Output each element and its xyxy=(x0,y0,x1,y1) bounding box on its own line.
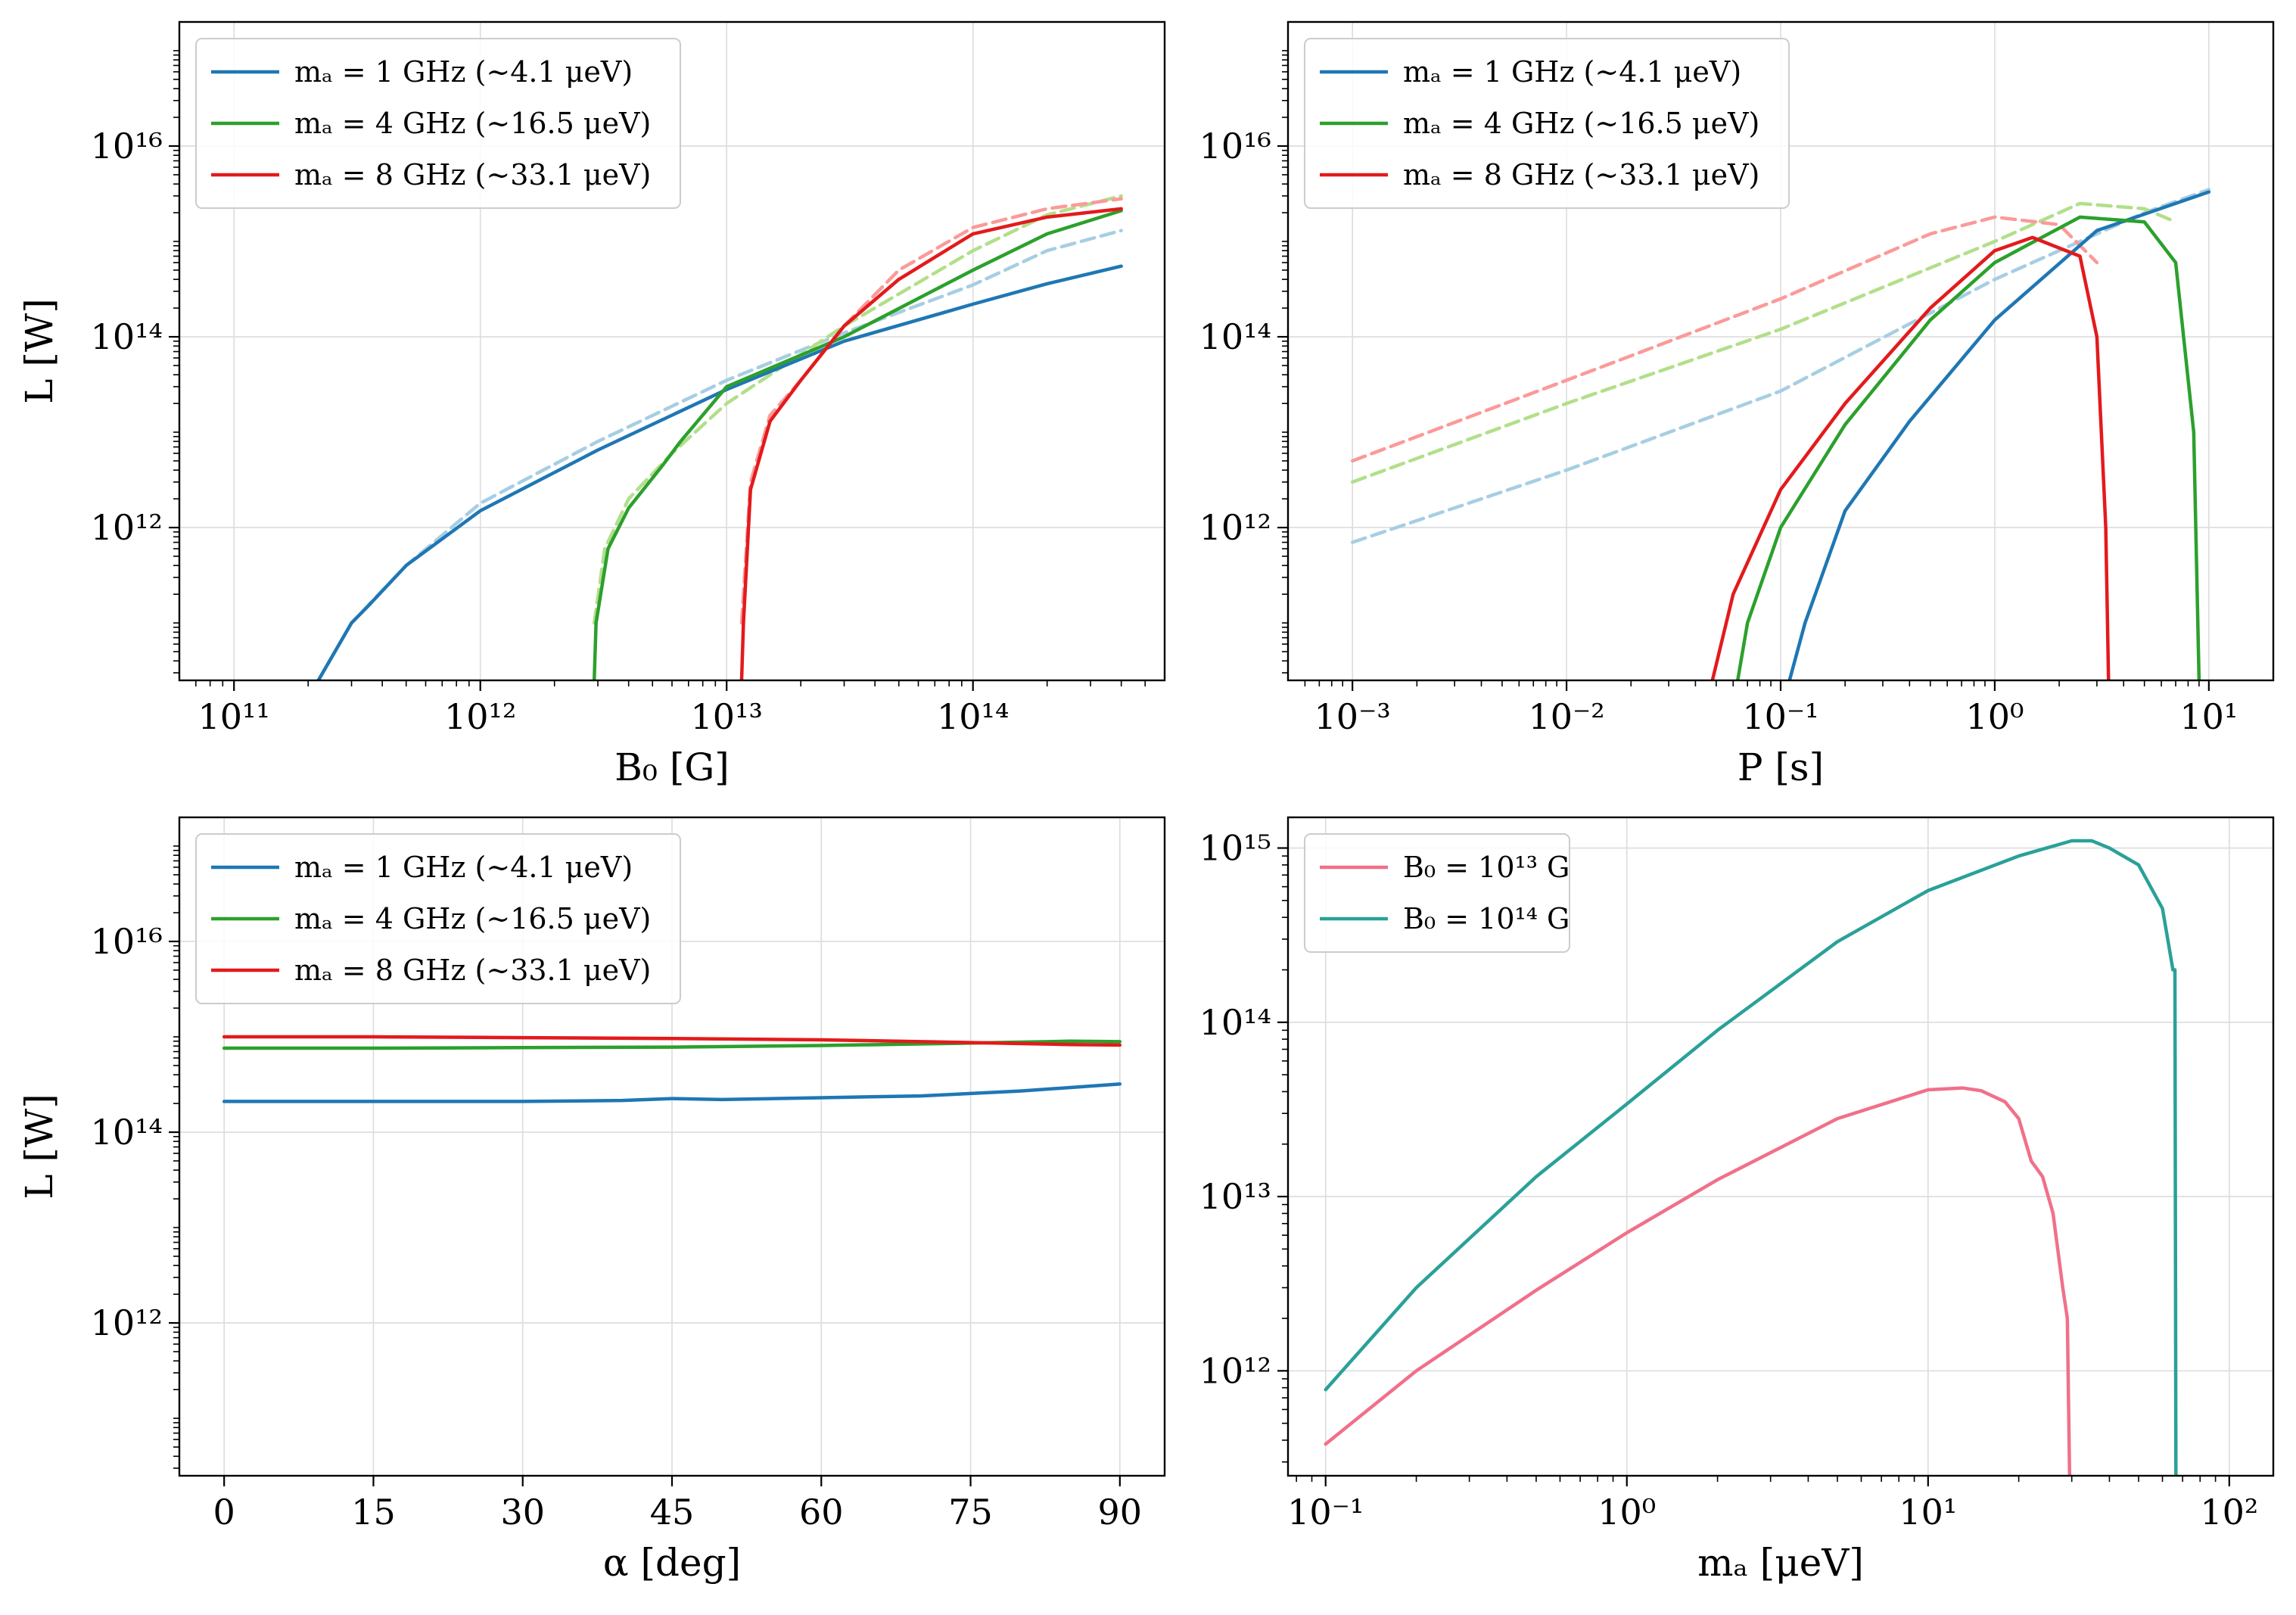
series-group xyxy=(1324,839,2178,1476)
legend-entry-label: mₐ = 8 GHz (∼33.1 μeV) xyxy=(1403,158,1759,191)
x-tick-label: 90 xyxy=(1098,1492,1143,1533)
legend: B₀ = 10¹³ G B₀ = 10¹⁴ G xyxy=(1304,833,1570,953)
y-tick-label: 10¹⁶ xyxy=(1199,126,1271,166)
subplot-ma: 10⁻¹ 10⁰ 10¹ 10² 10¹² 10¹³ 10¹⁴ 10¹⁵ mₐ [μeV] B₀ … xyxy=(1199,816,2275,1585)
y-tick-label: 10¹² xyxy=(91,1302,163,1343)
legend-entry-label: B₀ = 10¹³ G xyxy=(1403,851,1570,884)
series-line-3 xyxy=(222,1035,1122,1047)
y-tick-label: 10¹⁴ xyxy=(1199,1002,1271,1043)
y-axis-label: L [W] xyxy=(17,1094,61,1200)
series-line-2 xyxy=(1324,839,2178,1476)
x-tick-label: 45 xyxy=(650,1492,695,1533)
x-tick-label: 0 xyxy=(213,1492,235,1533)
legend-box xyxy=(195,833,681,1004)
series-line-5 xyxy=(1735,215,2201,680)
y-tick-label: 10¹² xyxy=(1199,1350,1271,1391)
series-line-6 xyxy=(739,207,1123,680)
legend-entry-label: mₐ = 8 GHz (∼33.1 μeV) xyxy=(294,158,651,191)
y-tick-label: 10¹⁴ xyxy=(91,316,163,357)
legend-box xyxy=(1304,38,1790,209)
x-tick-label: 10¹ xyxy=(1899,1492,1957,1533)
y-tick-label: 10¹² xyxy=(91,507,163,548)
x-axis-label: B₀ [G] xyxy=(614,745,730,789)
series-line-3-dashed xyxy=(739,197,1123,625)
minor-ticks xyxy=(1282,855,2217,1482)
legend-entry-label: mₐ = 4 GHz (∼16.5 μeV) xyxy=(294,107,651,140)
x-axis-label: α [deg] xyxy=(603,1541,741,1585)
series-group xyxy=(1350,188,2211,680)
x-tick-label: 10⁻¹ xyxy=(1287,1492,1364,1533)
series-line-1 xyxy=(222,1082,1122,1103)
legend-entry-label: mₐ = 1 GHz (∼4.1 μeV) xyxy=(1403,55,1741,89)
legend-box xyxy=(195,38,681,209)
legend: mₐ = 1 GHz (∼4.1 μeV) mₐ = 4 GHz (∼16.5 μ… xyxy=(1304,38,1790,209)
minor-ticks xyxy=(173,50,1146,686)
legend-entry-label: mₐ = 1 GHz (∼4.1 μeV) xyxy=(294,55,633,89)
minor-ticks xyxy=(1282,50,2200,686)
y-axis-label: L [W] xyxy=(17,298,61,404)
x-tick-label: 10⁰ xyxy=(1598,1492,1656,1533)
series-line-2-dashed xyxy=(592,194,1123,625)
series-group xyxy=(316,194,1123,680)
legend-entry-label: mₐ = 1 GHz (∼4.1 μeV) xyxy=(294,851,633,884)
legend-entry-label: mₐ = 4 GHz (∼16.5 μeV) xyxy=(294,902,651,935)
x-tick-label: 60 xyxy=(799,1492,844,1533)
axes-frame xyxy=(1286,816,2275,1477)
x-tick-label: 10¹³ xyxy=(691,696,763,737)
x-tick-label: 15 xyxy=(351,1492,396,1533)
x-axis-label: P [s] xyxy=(1738,745,1824,789)
y-tick-label: 10¹⁴ xyxy=(1199,316,1271,357)
y-tick-label: 10¹⁴ xyxy=(91,1112,163,1153)
y-tick-label: 10¹² xyxy=(1199,507,1271,548)
y-tick-label: 10¹⁶ xyxy=(91,126,163,166)
x-tick-label: 10⁻³ xyxy=(1314,696,1391,737)
series-line-5 xyxy=(592,209,1123,680)
legend-entry-label: B₀ = 10¹⁴ G xyxy=(1403,902,1570,935)
y-tick-label: 10¹⁵ xyxy=(1199,828,1271,869)
x-tick-label: 10¹¹ xyxy=(198,696,270,737)
series-line-3-dashed xyxy=(1350,215,2099,463)
series-line-4 xyxy=(1787,190,2211,680)
series-line-2 xyxy=(222,1039,1122,1050)
x-tick-label: 30 xyxy=(500,1492,545,1533)
x-tick-label: 75 xyxy=(948,1492,993,1533)
minor-ticks xyxy=(173,845,179,1469)
legend-box xyxy=(1304,833,1570,953)
x-tick-label: 10⁻² xyxy=(1528,696,1604,737)
y-tick-label: 10¹³ xyxy=(1199,1176,1271,1217)
legend: mₐ = 1 GHz (∼4.1 μeV) mₐ = 4 GHz (∼16.5 μ… xyxy=(195,833,681,1004)
x-tick-label: 10¹ xyxy=(2179,696,2238,737)
legend-entry-label: mₐ = 8 GHz (∼33.1 μeV) xyxy=(294,954,651,987)
x-tick-label: 10⁻¹ xyxy=(1742,696,1818,737)
series-group xyxy=(222,1035,1122,1103)
axes-frame xyxy=(178,20,1166,682)
legend-entry-label: mₐ = 4 GHz (∼16.5 μeV) xyxy=(1403,107,1759,140)
series-line-2-dashed xyxy=(1350,201,2178,484)
legend: mₐ = 1 GHz (∼4.1 μeV) mₐ = 4 GHz (∼16.5 μ… xyxy=(195,38,681,209)
x-tick-label: 10² xyxy=(2200,1492,2258,1533)
series-line-4 xyxy=(316,264,1123,680)
x-axis-label: mₐ [μeV] xyxy=(1697,1541,1864,1585)
x-tick-label: 10¹² xyxy=(444,696,516,737)
x-tick-label: 10⁰ xyxy=(1965,696,2024,737)
subplot-B0: 10¹¹ 10¹² 10¹³ 10¹⁴ 10¹² 10¹⁴ 10¹⁶ B₀ [G] L [W] m… xyxy=(17,20,1166,789)
subplot-alpha: 0 15 30 45 60 75 90 10¹² 10¹⁴ 10¹⁶ α [deg] L [W] mₐ … xyxy=(17,816,1166,1585)
series-line-1 xyxy=(1324,1086,2072,1476)
x-tick-label: 10¹⁴ xyxy=(937,696,1009,737)
subplot-P: 10⁻³ 10⁻² 10⁻¹ 10⁰ 10¹ 10¹² 10¹⁴ 10¹⁶ P [s] mₐ = … xyxy=(1199,20,2275,789)
y-tick-label: 10¹⁶ xyxy=(91,921,163,962)
series-line-6 xyxy=(1710,235,2111,680)
